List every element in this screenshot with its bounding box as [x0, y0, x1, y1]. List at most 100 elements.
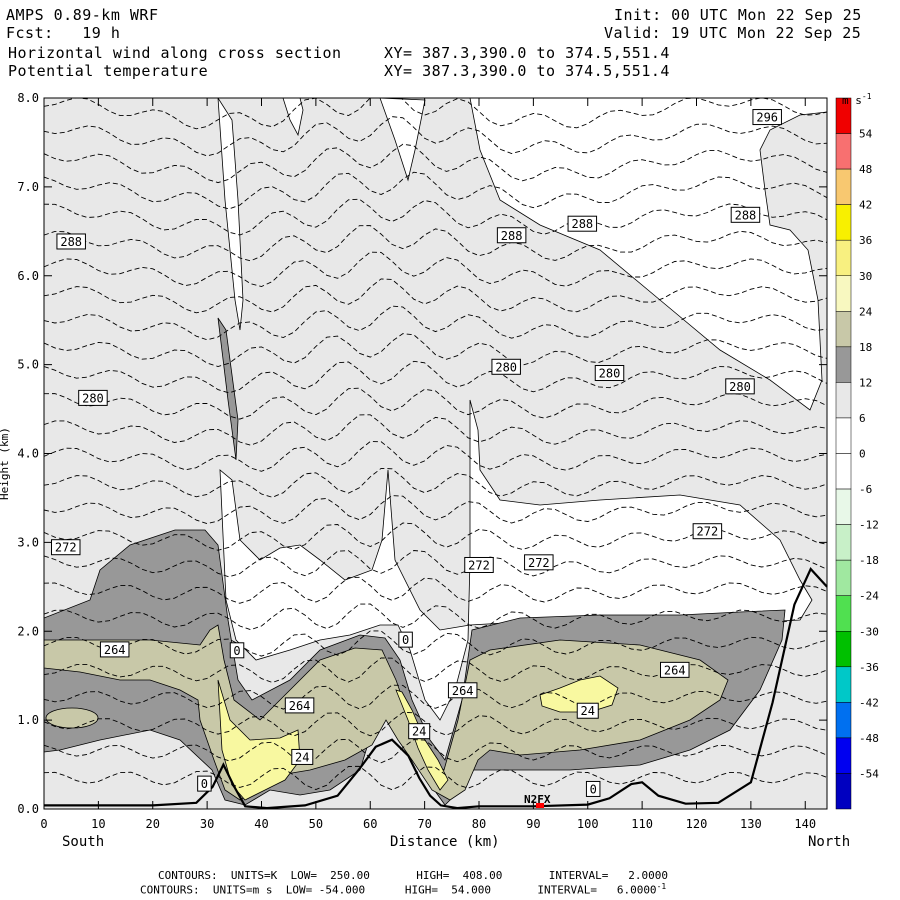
- station-marker: [536, 803, 544, 808]
- colorbar-label: -30: [859, 625, 879, 638]
- contour-label-box: [447, 682, 478, 699]
- contour-label-box: [78, 389, 108, 406]
- contour-label-box: [284, 697, 315, 714]
- x-tick-label: 140: [794, 817, 816, 831]
- contour-label-box: [51, 539, 81, 556]
- theta-contour-line: [44, 414, 827, 446]
- colorbar-swatch: [835, 773, 852, 810]
- colorbar-label: 0: [859, 448, 866, 461]
- terrain-profile: [44, 567, 828, 810]
- contour-label-box: [291, 748, 314, 765]
- contour-label-box: [56, 233, 86, 250]
- colorbar-label: 42: [859, 199, 872, 212]
- contour-label: 264: [452, 684, 474, 698]
- contour-label: 272: [468, 558, 490, 572]
- x-tick-label: 70: [417, 817, 431, 831]
- y-axis-label: Height (km): [0, 427, 11, 500]
- colorbar-swatch: [835, 666, 852, 703]
- y-tick-label: 7.0: [17, 180, 39, 194]
- x-tick-label: 50: [309, 817, 323, 831]
- contour-label-box: [99, 641, 130, 658]
- contour-label: 264: [664, 663, 686, 677]
- field-wind-title: Horizontal wind along cross section: [8, 44, 342, 62]
- colorbar-swatch: [835, 453, 852, 490]
- colorbar-label: -18: [859, 554, 879, 567]
- contour-label-box: [730, 206, 761, 223]
- contour-label-box: [594, 365, 625, 382]
- colorbar-label: 48: [859, 163, 872, 176]
- theta-contour-line: [44, 251, 827, 287]
- shade-white-upper-2: [379, 98, 426, 182]
- contour-label-box: [229, 642, 245, 659]
- theta-contour-line: [44, 333, 827, 367]
- theta-contour-labels: 296 288 288 288 288 280 280 280 280 272 272 272 272 2…: [51, 109, 782, 714]
- y-tick-label: 2.0: [17, 624, 39, 638]
- model-title: AMPS 0.89-km WRF: [6, 6, 159, 24]
- theta-contour-line: [44, 657, 827, 683]
- contour-label-box: [408, 723, 431, 740]
- contour-label: 0: [402, 633, 409, 647]
- x-axis-label: Distance (km): [390, 834, 500, 850]
- theta-contour-line: [44, 467, 827, 498]
- contour-label: 280: [599, 367, 621, 381]
- contour-label: 280: [82, 391, 104, 405]
- contour-label: 0: [233, 644, 240, 658]
- contour-label: 280: [729, 380, 751, 394]
- contour-label-box: [464, 556, 494, 573]
- contour-label: 272: [55, 541, 77, 555]
- colorbar-label: 30: [859, 270, 872, 283]
- contour-label: 272: [528, 556, 550, 570]
- y-tick-label: 0.0: [17, 802, 39, 816]
- theta-contour-line: [44, 522, 827, 551]
- x-tick-label: 0: [40, 817, 47, 831]
- contour-label-box: [491, 358, 521, 375]
- colorbar-swatch: [835, 595, 852, 632]
- init-time: Init: 00 UTC Mon 22 Sep 25: [614, 6, 862, 24]
- theta-contour-line: [44, 603, 827, 631]
- x-tick-label: 40: [254, 817, 268, 831]
- x-tick-label: 110: [631, 817, 653, 831]
- y-tick-label: 6.0: [17, 269, 39, 283]
- colorbar-swatch: [835, 702, 852, 739]
- theta-contour-line: [44, 630, 827, 657]
- colorbar: 54 48 42 36 30 24 18 12 6 0 -6 -12 -18 -24 -30 -36 -42 -4…: [835, 97, 879, 810]
- theta-contour-line: [44, 684, 827, 710]
- contour-label: 24: [295, 750, 309, 764]
- theta-contour-line: [44, 441, 827, 472]
- y-tick-label: 4.0: [17, 447, 39, 461]
- contour-label: 296: [756, 111, 778, 125]
- contour-label: 288: [735, 208, 757, 222]
- contour-label: 288: [571, 217, 593, 231]
- colorbar-label: -54: [859, 767, 879, 780]
- colorbar-label: 6: [859, 412, 866, 425]
- colorbar-swatch: [835, 204, 852, 241]
- theta-contour-line: [44, 738, 827, 764]
- contour-label: 280: [495, 360, 517, 374]
- contour-label: 272: [697, 525, 719, 539]
- colorbar-swatch: [835, 417, 852, 454]
- y-tick-label: 3.0: [17, 535, 39, 549]
- theta-contour-line: [44, 143, 827, 184]
- colorbar-label: 18: [859, 341, 872, 354]
- contour-label-box: [496, 227, 527, 244]
- shade-dark-streak: [217, 317, 239, 461]
- valid-time: Valid: 19 UTC Mon 22 Sep 25: [604, 24, 862, 42]
- wind-contour-labels: 0 0 0 0 24 24 24: [197, 631, 601, 797]
- contour-label-box: [752, 109, 782, 126]
- theta-contour-line: [44, 711, 827, 737]
- contour-label-box: [524, 554, 554, 571]
- x-tick-label: 90: [526, 817, 540, 831]
- forecast-hour: Fcst: 19 h: [6, 24, 121, 42]
- colorbar-label: -36: [859, 661, 879, 674]
- y-axis-ticks: 0.0 1.0 2.0 3.0 4.0 5.0 6.0 7.0 8.0: [17, 91, 827, 816]
- colorbar-swatch: [835, 524, 852, 561]
- footer-contours-theta: CONTOURS: UNITS=K LOW= 250.00 HIGH= 408.…: [158, 869, 668, 882]
- contour-label-box: [576, 702, 599, 719]
- theta-contour-line: [44, 360, 827, 394]
- theta-contour-line: [44, 550, 827, 578]
- theta-contour-line: [44, 225, 827, 262]
- contour-label: 0: [201, 777, 208, 791]
- colorbar-label: -24: [859, 590, 879, 603]
- contour-label-box: [398, 631, 413, 648]
- contour-label-box: [692, 523, 723, 540]
